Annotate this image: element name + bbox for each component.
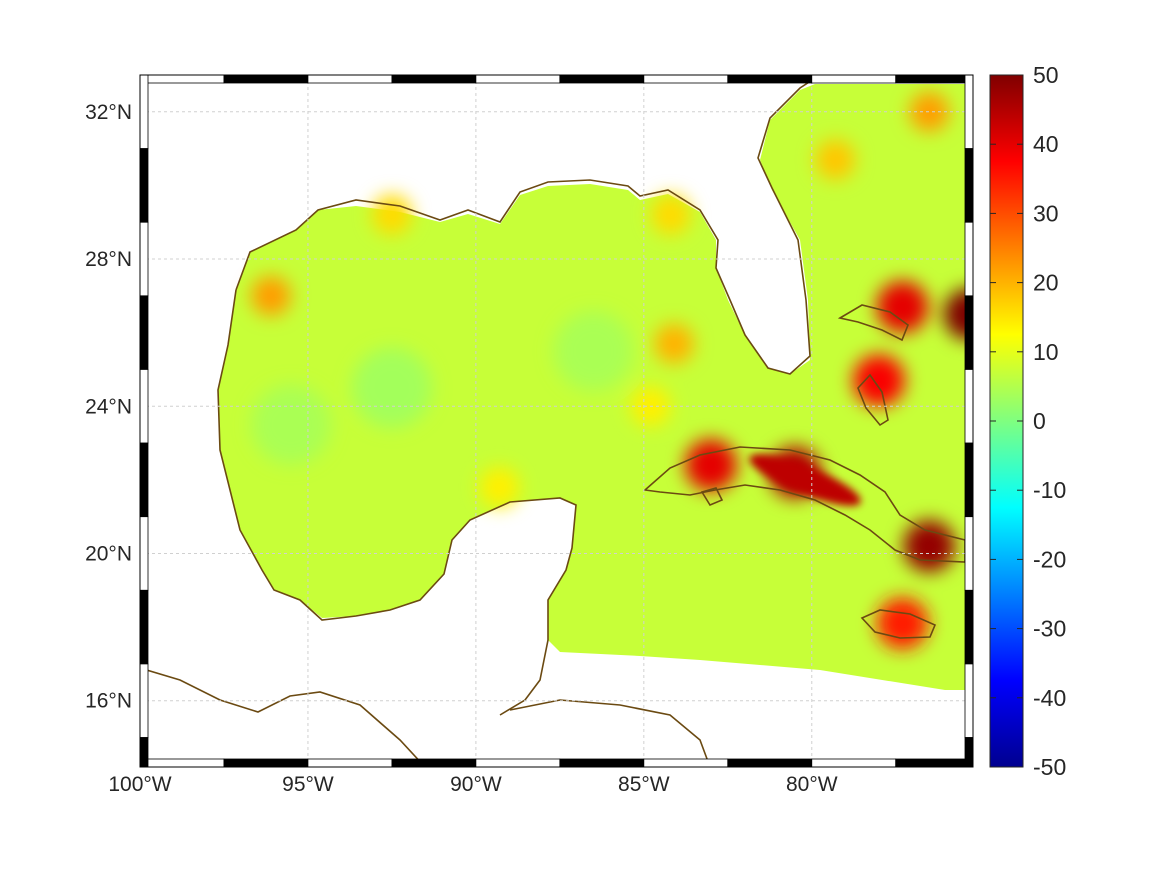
hotspot-grand-bahama <box>876 280 929 333</box>
honduras-coastline <box>509 699 711 767</box>
colorbar-tick-label: 40 <box>1033 131 1059 157</box>
lat-tick-label: 24°N <box>85 395 132 418</box>
frame-segment <box>964 516 974 591</box>
frame-segment <box>139 369 149 444</box>
frame-segment <box>139 758 225 768</box>
coolspot-west-gulf <box>251 384 332 465</box>
frame-segment <box>139 148 149 223</box>
frame-segment <box>391 758 477 768</box>
frame-segment <box>643 74 729 84</box>
florida-land <box>700 175 808 374</box>
frame-segment <box>964 221 974 297</box>
colorbar-tick-label: 50 <box>1033 62 1059 88</box>
frame-segment <box>139 589 149 665</box>
anomaly-spots <box>749 453 861 506</box>
frame-segment <box>223 758 309 768</box>
frame-outline <box>139 74 974 768</box>
frame-segment <box>811 74 897 84</box>
hotspot-campeche <box>479 467 520 508</box>
lat-tick-label: 20°N <box>85 543 132 566</box>
hotspot-jamaica <box>876 597 929 650</box>
frame-segment <box>559 758 645 768</box>
coolspot-se-gulf <box>553 311 634 392</box>
jamaica-coastline <box>860 609 937 639</box>
lon-tick-label: 90°W <box>450 773 502 796</box>
coolspot-central-gulf <box>351 347 432 428</box>
hotspot-ga-coast <box>815 139 856 180</box>
longitude-tick-labels: 100°W 95°W 90°W 85°W 80°W <box>108 773 837 796</box>
frame-segment <box>139 74 149 150</box>
frame-segment <box>139 74 225 84</box>
lat-tick-label: 32°N <box>85 101 132 124</box>
colorbar-tick-label: -50 <box>1033 754 1066 780</box>
frame-segment <box>964 663 974 738</box>
isle-of-youth-coastline <box>700 487 724 507</box>
grid-lines <box>140 75 973 767</box>
frame-segment <box>811 758 897 768</box>
frame-segment <box>964 442 974 518</box>
bahamas-coastline-2 <box>857 373 889 427</box>
lon-tick-label: 100°W <box>108 773 171 796</box>
frame-segment <box>223 74 309 84</box>
frame-segment <box>895 758 974 768</box>
lat-tick-label: 16°N <box>85 690 132 713</box>
lon-tick-label: 95°W <box>282 773 334 796</box>
frame-segment <box>643 758 729 768</box>
frame-segment <box>475 758 561 768</box>
frame-segment <box>895 74 974 84</box>
frame-segment <box>475 74 561 84</box>
colorbar-tick-label: -40 <box>1033 685 1066 711</box>
hotspot-western-cuba <box>685 439 738 492</box>
frame-segment <box>391 74 477 84</box>
frame-segment <box>139 221 149 297</box>
frame-segment <box>727 758 813 768</box>
hotspot-ne-gulf <box>650 194 691 235</box>
frame-segment <box>964 589 974 665</box>
frame-segment <box>139 442 149 518</box>
frame-segment <box>964 369 974 444</box>
hotspot-nw-atlantic <box>909 91 950 132</box>
colorbar-tick-label: 20 <box>1033 270 1059 296</box>
frame-segment <box>139 295 149 370</box>
colorbar-tick-label: 0 <box>1033 408 1046 434</box>
hotspot-la-shelf <box>371 194 412 235</box>
colorbar-tick-labels: 50 40 30 20 10 0 -10 -20 -30 -40 -50 <box>990 62 1066 780</box>
colorbar-tick-label: -20 <box>1033 546 1066 572</box>
frame-segment <box>139 663 149 738</box>
lat-tick-label: 28°N <box>85 248 132 271</box>
frame-segment <box>964 737 974 768</box>
colorbar-tick-label: -10 <box>1033 477 1066 503</box>
mexico-coastline <box>217 289 577 716</box>
hotspot-andros <box>852 354 905 407</box>
frame-segment <box>307 74 393 84</box>
colorbar: 50 40 30 20 10 0 -10 -20 -30 -40 -50 <box>989 62 1066 780</box>
hotspot-texas-eddy <box>250 275 291 316</box>
frame-segment <box>964 295 974 370</box>
lon-tick-label: 85°W <box>618 773 670 796</box>
hotspot-eastern-cuba <box>903 520 956 573</box>
latitude-tick-labels: 32°N 28°N 24°N 20°N 16°N <box>85 101 132 713</box>
frame-segment <box>139 737 149 768</box>
central-america-coastline <box>140 667 426 767</box>
hotspot-cuba-band <box>749 453 861 506</box>
frame-segment <box>559 74 645 84</box>
colorbar-tick-label: 10 <box>1033 339 1059 365</box>
colorbar-tick-label: 30 <box>1033 200 1059 226</box>
frame-segment <box>964 148 974 223</box>
frame-segment <box>727 74 813 84</box>
lon-tick-label: 80°W <box>786 773 838 796</box>
colorbar-tick-label: -30 <box>1033 616 1066 642</box>
frame-segment <box>307 758 393 768</box>
hotspot-gulf-spot <box>654 323 695 364</box>
frame-segment <box>964 74 974 150</box>
gulf-coastline <box>235 75 821 375</box>
map-frame <box>139 74 974 768</box>
frame-segment <box>139 516 149 591</box>
bahamas-coastline-1 <box>837 304 909 342</box>
